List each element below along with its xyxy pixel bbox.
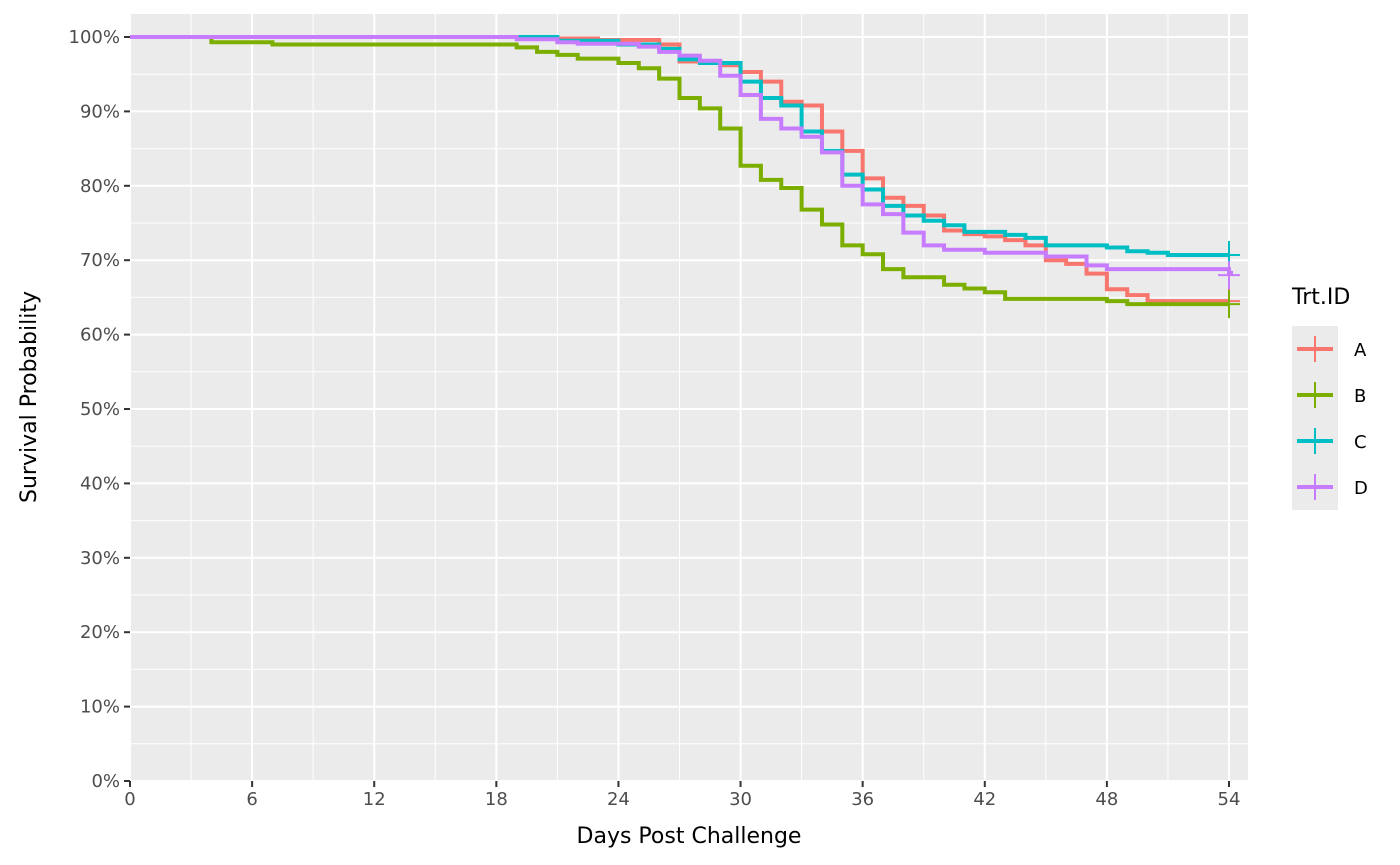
x-tick-label: 24 <box>607 789 630 810</box>
grid-major <box>129 14 1248 782</box>
y-tick-label: 90% <box>80 101 120 122</box>
legend-label-b: B <box>1354 386 1366 407</box>
legend-item-a: A <box>1292 326 1367 372</box>
grid-minor <box>130 14 1248 781</box>
y-tick-label: 10% <box>80 697 120 718</box>
x-axis-title: Days Post Challenge <box>577 824 802 849</box>
y-tick-label: 0% <box>91 771 120 792</box>
legend-label-d: D <box>1354 478 1368 499</box>
series-line-d <box>130 35 1234 276</box>
x-tick-label: 12 <box>363 789 386 810</box>
x-tick-label: 6 <box>246 789 257 810</box>
legend-item-b: B <box>1292 372 1366 418</box>
y-tick-label: 40% <box>80 473 120 494</box>
y-tick-label: 80% <box>80 176 120 197</box>
legend: Trt.ID A B C D <box>1291 285 1368 510</box>
y-tick-label: 100% <box>69 27 120 48</box>
y-axis-title: Survival Probability <box>17 291 42 503</box>
legend-label-a: A <box>1354 340 1367 361</box>
x-tick-label: 0 <box>124 789 135 810</box>
x-tick-label: 18 <box>485 789 508 810</box>
legend-item-c: C <box>1292 418 1367 464</box>
y-tick-label: 60% <box>80 325 120 346</box>
x-tick-label: 48 <box>1095 789 1118 810</box>
y-tick-label: 70% <box>80 250 120 271</box>
x-tick-label: 54 <box>1218 789 1241 810</box>
y-tick-label: 20% <box>80 622 120 643</box>
legend-item-d: D <box>1292 464 1368 510</box>
series-layer <box>130 35 1240 319</box>
y-tick-label: 50% <box>80 399 120 420</box>
legend-title: Trt.ID <box>1291 285 1350 310</box>
plot-panel <box>130 14 1248 781</box>
legend-label-c: C <box>1354 432 1367 453</box>
axes-layer: 0 6 12 18 24 30 36 42 48 54 0% 10% 20% 30% 40% 50% 60% 70… <box>69 27 1241 810</box>
y-tick-label: 30% <box>80 548 120 569</box>
x-tick-label: 30 <box>729 789 752 810</box>
series-line-b <box>130 35 1229 307</box>
x-tick-label: 42 <box>973 789 996 810</box>
series-line-c <box>130 35 1229 257</box>
legend-keys: A B C D <box>1292 326 1368 510</box>
x-tick-label: 36 <box>851 789 874 810</box>
